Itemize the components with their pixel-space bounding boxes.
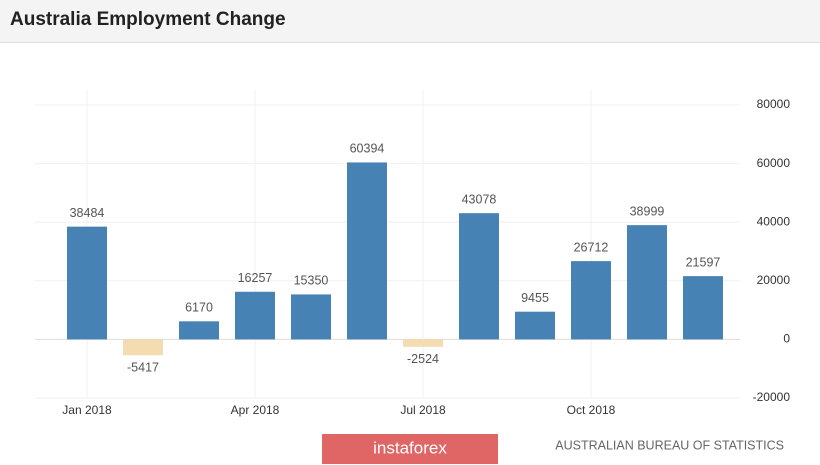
x-tick-label: Jan 2018	[62, 403, 112, 417]
bar	[515, 311, 555, 340]
y-tick-label: 0	[783, 332, 790, 346]
header-bar	[0, 0, 820, 42]
x-tick-label: Jul 2018	[400, 403, 446, 417]
value-label: -5417	[127, 361, 159, 375]
y-tick-label: 40000	[757, 214, 791, 228]
value-label: -2524	[407, 352, 439, 366]
value-label: 16257	[238, 271, 273, 285]
value-label: 26712	[574, 240, 609, 254]
watermark: instaforex	[373, 438, 447, 457]
value-label: 38999	[630, 204, 665, 218]
value-label: 6170	[185, 301, 213, 315]
value-label: 43078	[462, 192, 497, 206]
bar	[403, 339, 443, 347]
x-tick-label: Oct 2018	[567, 403, 616, 417]
bar	[179, 321, 219, 340]
y-tick-label: 80000	[757, 97, 791, 111]
y-tick-label: 60000	[757, 156, 791, 170]
value-label: 21597	[686, 255, 721, 269]
chart-title: Australia Employment Change	[10, 9, 286, 30]
bar	[235, 291, 275, 340]
bar	[123, 339, 163, 356]
y-tick-label: 20000	[757, 273, 791, 287]
x-tick-label: Apr 2018	[231, 403, 280, 417]
y-tick-label: -20000	[753, 390, 791, 404]
bar	[627, 225, 667, 340]
bar	[291, 294, 331, 340]
watermark-box	[322, 434, 498, 464]
bar	[683, 276, 723, 340]
value-label: 38484	[70, 206, 105, 220]
bar	[67, 226, 107, 340]
bar	[459, 213, 499, 340]
value-label: 9455	[521, 291, 549, 305]
bar	[347, 162, 387, 340]
source: AUSTRALIAN BUREAU OF STATISTICS	[555, 438, 784, 452]
bar	[571, 261, 611, 340]
value-label: 15350	[294, 274, 329, 288]
value-label: 60394	[350, 142, 385, 156]
